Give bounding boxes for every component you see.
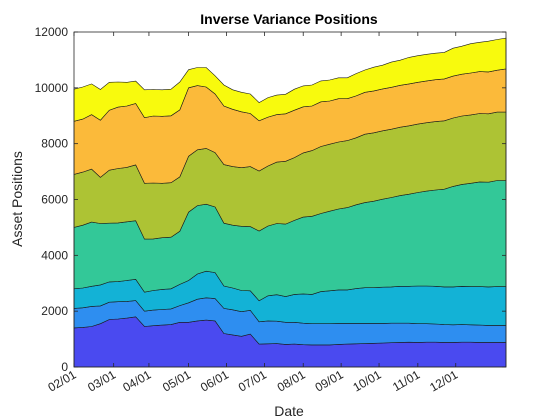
- y-tick-label: 12000: [35, 25, 69, 39]
- y-tick-label: 0: [61, 360, 68, 374]
- x-tick-label: 07/01: [236, 367, 269, 394]
- y-tick-label: 4000: [41, 248, 68, 262]
- x-tick-label: 04/01: [120, 367, 153, 394]
- y-tick-label: 8000: [41, 137, 68, 151]
- y-tick-label: 10000: [35, 81, 69, 95]
- x-tick-label: 12/01: [427, 367, 460, 394]
- x-tick-label: 03/01: [85, 367, 118, 394]
- x-tick-label: 05/01: [160, 367, 193, 394]
- area-series-group: [73, 37, 507, 368]
- x-tick-label: 06/01: [198, 367, 231, 394]
- x-axis-label: Date: [274, 403, 304, 419]
- y-tick-label: 6000: [41, 193, 68, 207]
- x-tick-label: 11/01: [390, 367, 423, 394]
- y-tick-label: 2000: [41, 304, 68, 318]
- x-tick-label: 08/01: [275, 367, 308, 394]
- x-tick-label: 10/01: [350, 367, 383, 394]
- chart-title: Inverse Variance Positions: [200, 11, 378, 27]
- x-tick-label: 09/01: [313, 367, 346, 394]
- y-axis-label: Asset Positions: [9, 151, 25, 247]
- y-axis: 0 2000 4000 6000 8000 10000 12000: [35, 25, 506, 374]
